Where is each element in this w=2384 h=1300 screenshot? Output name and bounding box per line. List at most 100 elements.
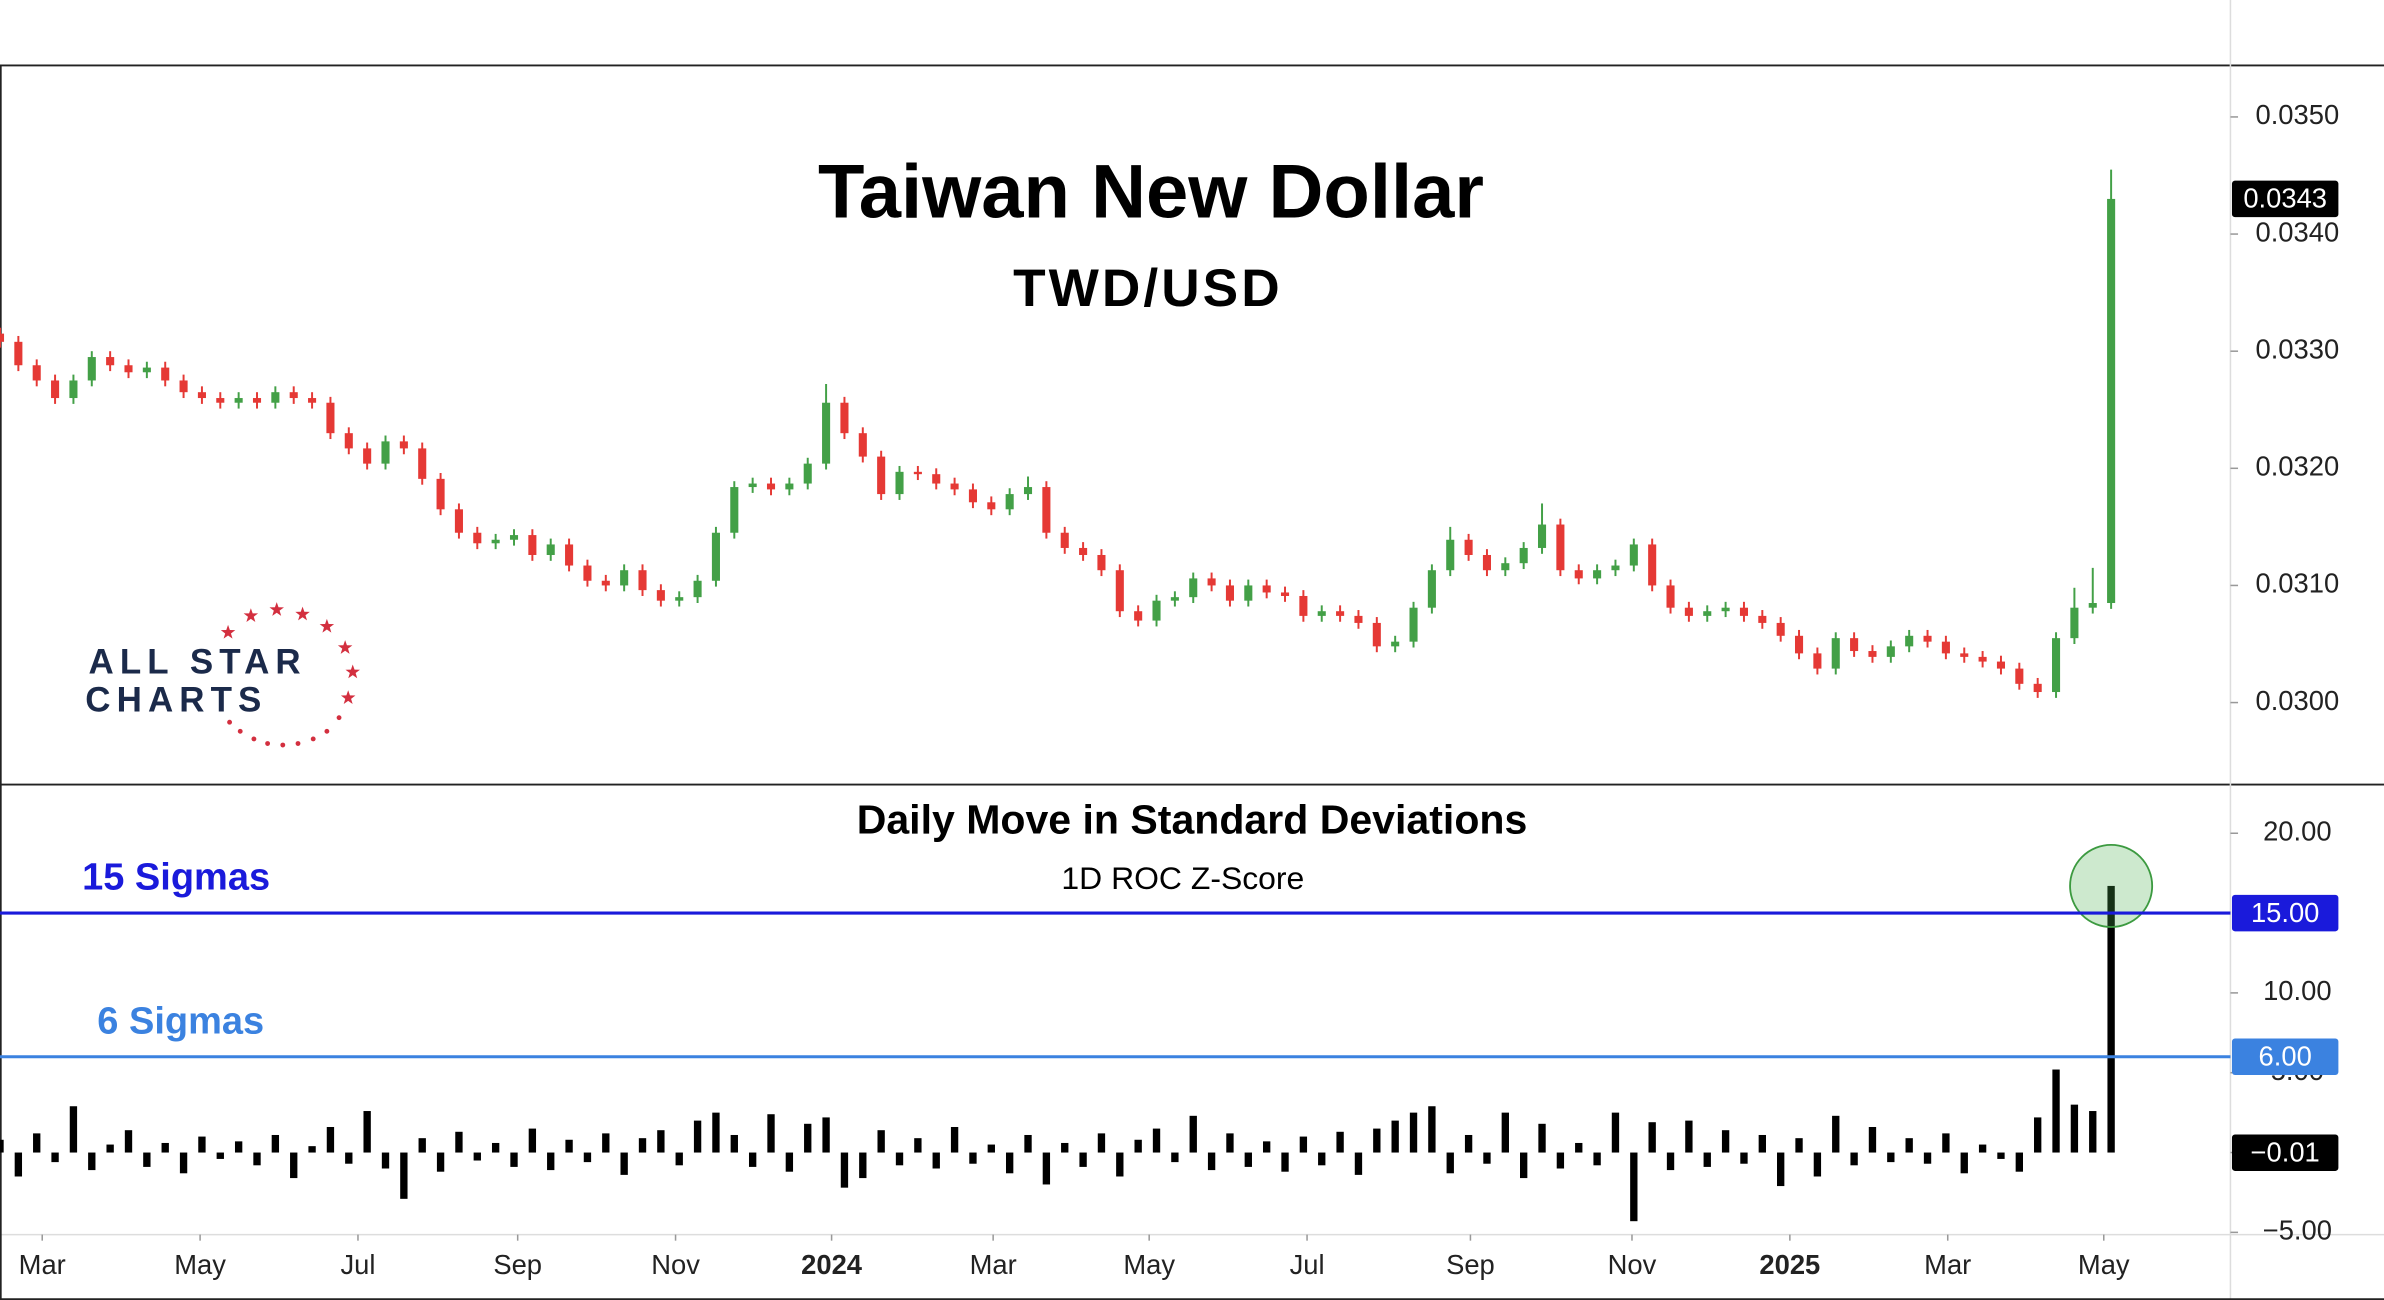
x-tick-label: Nov — [1608, 1249, 1657, 1280]
bar — [1538, 1123, 1546, 1153]
candle-body — [1299, 595, 1308, 616]
bar — [712, 1112, 720, 1153]
candle-body — [858, 433, 867, 457]
bar — [308, 1146, 316, 1153]
candle-body — [1317, 611, 1326, 616]
bar — [1575, 1142, 1583, 1153]
x-tick-label: Jul — [340, 1249, 375, 1280]
candle-body — [2070, 607, 2079, 639]
reference-tag-label: 6.00 — [2259, 1041, 2312, 1072]
bar — [51, 1152, 59, 1163]
reference-label: 15 Sigmas — [82, 857, 270, 899]
candle-body — [418, 448, 427, 479]
bar — [14, 1152, 23, 1177]
bar — [88, 1152, 96, 1171]
bar — [510, 1152, 518, 1167]
candle-body — [601, 580, 610, 586]
y-tick-label: 0.0320 — [2255, 451, 2339, 482]
candle-body — [1207, 578, 1216, 586]
bar — [969, 1152, 977, 1164]
bar — [914, 1138, 922, 1153]
bar — [491, 1142, 500, 1153]
candle-body — [748, 483, 757, 488]
x-tick-label: Jul — [1290, 1249, 1325, 1280]
bar — [1152, 1128, 1161, 1153]
candle-body — [399, 441, 408, 449]
bar — [1446, 1152, 1454, 1174]
bar — [1391, 1120, 1399, 1153]
bar — [1262, 1141, 1271, 1153]
candle-body — [840, 402, 849, 434]
x-tick-label: May — [2078, 1249, 2130, 1280]
x-tick-label: 2024 — [801, 1249, 863, 1280]
bar — [1868, 1126, 1877, 1153]
y-tick-label: −5.00 — [2263, 1215, 2332, 1246]
candle-body — [766, 483, 776, 490]
bar — [1354, 1152, 1363, 1175]
bar — [1281, 1152, 1289, 1172]
bar — [381, 1152, 390, 1169]
bar — [400, 1152, 408, 1199]
bar — [473, 1152, 481, 1161]
bar — [840, 1152, 849, 1188]
bar — [1116, 1152, 1124, 1177]
candle-body — [1079, 547, 1088, 555]
bar — [547, 1152, 555, 1171]
bar — [271, 1134, 280, 1153]
candle-body — [1739, 607, 1749, 616]
bar — [1079, 1152, 1087, 1167]
bar — [620, 1152, 628, 1175]
bar — [326, 1126, 335, 1153]
bar — [1978, 1144, 1987, 1153]
candle-body — [1464, 539, 1473, 555]
x-tick-label: Mar — [1924, 1249, 1971, 1280]
bar — [2034, 1117, 2042, 1153]
candle-body — [1703, 611, 1712, 616]
candle-body — [2052, 638, 2061, 693]
bar — [1556, 1152, 1565, 1169]
candle-body — [197, 392, 206, 399]
candle-body — [675, 597, 684, 601]
candle-body — [491, 539, 500, 544]
candle-body — [1409, 607, 1418, 642]
candle-body — [179, 380, 188, 393]
candle-body — [1152, 600, 1161, 621]
bar — [455, 1131, 463, 1153]
last-value-tag — [2231, 180, 2339, 218]
candle-body — [1005, 494, 1014, 510]
candle-body — [1537, 524, 1547, 548]
y-tick-label: 0.0300 — [2255, 685, 2339, 716]
x-tick-label: Nov — [651, 1249, 700, 1280]
bar — [436, 1152, 445, 1172]
candle-body — [1354, 615, 1363, 623]
plot-area — [0, 169, 2116, 1222]
last-value-label: 0.0343 — [2243, 183, 2327, 214]
candle-body — [1758, 615, 1767, 623]
candle-body — [1060, 532, 1069, 548]
candle-body — [1556, 524, 1565, 571]
candle-body — [546, 544, 555, 555]
candle-body — [1905, 635, 1914, 647]
bar — [0, 1139, 4, 1153]
bar — [1373, 1128, 1381, 1153]
last-value-label: −0.01 — [2251, 1136, 2320, 1167]
x-tick-label: 2025 — [1759, 1249, 1820, 1280]
candle-body — [234, 398, 243, 403]
candle-body — [326, 402, 335, 434]
bar — [638, 1138, 647, 1153]
candle-body — [1648, 544, 1657, 586]
bar — [987, 1144, 995, 1153]
bar — [1464, 1134, 1473, 1153]
x-tick-label: Mar — [19, 1249, 66, 1280]
pane-title: Daily Move in Standard Deviations — [857, 796, 1528, 842]
bar — [1318, 1152, 1326, 1166]
candle-body — [2015, 668, 2024, 684]
bar — [1740, 1152, 1748, 1164]
candle-body — [1170, 597, 1179, 601]
bar — [693, 1120, 702, 1153]
bar — [2070, 1104, 2079, 1153]
bar — [1960, 1152, 1968, 1174]
candle-body — [913, 471, 922, 475]
candle-body — [565, 544, 574, 566]
bar — [565, 1139, 573, 1153]
